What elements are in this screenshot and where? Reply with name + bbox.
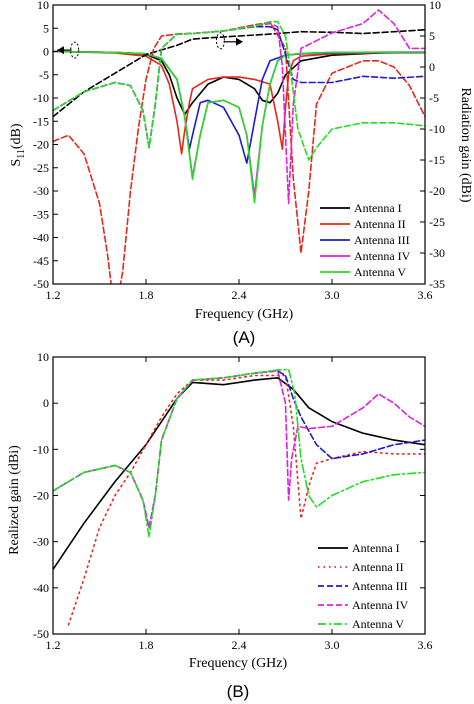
x-tick-label: 1.8 xyxy=(139,288,154,302)
annotation-arrowhead-right xyxy=(236,37,243,46)
panel-a-xlabel: Frequency (GHz) xyxy=(195,307,294,322)
annotation-ellipse-left xyxy=(70,41,80,59)
y-tick-label: -10 xyxy=(33,442,49,456)
series-line-5 xyxy=(53,50,425,204)
panel-b-chart: Realized gain (dBi) Frequency (GHz) (B) … xyxy=(7,350,433,701)
y-tick-label: -30 xyxy=(33,535,49,549)
y2-tick-label: -15 xyxy=(429,153,445,167)
legend-label: Antenna IV xyxy=(354,249,411,263)
y2-tick-label: -25 xyxy=(429,215,445,229)
y2-tick-label: -5 xyxy=(429,91,439,105)
y-tick-label: -25 xyxy=(33,161,49,175)
y-tick-label: -20 xyxy=(33,489,49,503)
y-tick-label: 5 xyxy=(43,21,49,35)
series-line-2 xyxy=(53,50,425,155)
series-group xyxy=(53,368,425,626)
x-tick-label: 1.2 xyxy=(46,638,61,652)
x-tick-label: 1.2 xyxy=(46,288,61,302)
series-line-4 xyxy=(53,50,425,197)
y-tick-label: -20 xyxy=(33,138,49,152)
series-line-4 xyxy=(53,370,425,529)
panel-a-ylabel-tail: (dB) xyxy=(9,123,24,149)
x-tick-label: 2.4 xyxy=(232,638,247,652)
y-tick-label: 0 xyxy=(43,396,49,410)
x-tick-label: 3.6 xyxy=(418,288,433,302)
legend-label: Antenna I xyxy=(354,201,402,215)
x-tick-label: 1.8 xyxy=(139,638,154,652)
panel-a-label: (A) xyxy=(233,328,256,347)
y-tick-label: -50 xyxy=(33,277,49,291)
y-tick-label: -15 xyxy=(33,114,49,128)
x-tick-label: 3.0 xyxy=(325,638,340,652)
y-tick-label: -30 xyxy=(33,184,49,198)
y2-tick-label: -20 xyxy=(429,184,445,198)
legend-label: Antenna V xyxy=(354,265,406,279)
y2-tick-label: -10 xyxy=(429,122,445,136)
y2-tick-label: 5 xyxy=(429,29,435,43)
series-line-8 xyxy=(53,25,425,149)
panel-a-ylabel-sub: 11 xyxy=(16,149,27,159)
series-group xyxy=(53,9,425,284)
series-line-10 xyxy=(53,20,425,161)
panel-b-label: (B) xyxy=(227,682,250,701)
x-tick-label: 3.0 xyxy=(325,288,340,302)
y-tick-label: 10 xyxy=(37,350,49,364)
series-line-2 xyxy=(67,374,425,626)
legend-label: Antenna II xyxy=(354,217,406,231)
x-tick-label: 3.6 xyxy=(418,638,433,652)
legend-label: Antenna III xyxy=(354,233,410,247)
y2-tick-label: 10 xyxy=(429,0,441,12)
legend-label: Antenna V xyxy=(352,617,404,631)
y-tick-label: -45 xyxy=(33,254,49,268)
panel-b-ylabel: Realized gain (dBi) xyxy=(7,445,22,555)
series-line-1 xyxy=(53,50,425,116)
y-tick-label: -40 xyxy=(33,581,49,595)
panel-a-y2label: Radiation gain (dBi) xyxy=(458,87,473,202)
panel-a-chart: S11(dB) Radiation gain (dBi) Frequency (… xyxy=(9,0,473,347)
y2-tick-label: -30 xyxy=(429,246,445,260)
x-tick-label: 2.4 xyxy=(232,288,247,302)
y-tick-label: -50 xyxy=(33,627,49,641)
legend-label: Antenna I xyxy=(352,541,400,555)
y-tick-label: 10 xyxy=(37,0,49,12)
legend-label: Antenna III xyxy=(352,579,408,593)
panel-b-xlabel: Frequency (GHz) xyxy=(189,656,288,671)
annotation-arrowhead-left xyxy=(57,46,64,55)
y2-tick-label: 0 xyxy=(429,60,435,74)
panel-a-ylabel: S11(dB) xyxy=(9,123,27,166)
series-line-5 xyxy=(53,368,425,538)
y-tick-label: -10 xyxy=(33,91,49,105)
y2-tick-label: -35 xyxy=(429,277,445,291)
annotation-ellipse-right xyxy=(215,32,225,50)
legend-label: Antenna IV xyxy=(352,598,409,612)
legend-label: Antenna II xyxy=(352,560,404,574)
series-line-3 xyxy=(53,370,425,529)
series-line-1 xyxy=(53,377,425,571)
y-tick-label: -5 xyxy=(39,68,49,82)
series-line-6 xyxy=(53,29,425,118)
y-tick-label: -35 xyxy=(33,207,49,221)
panel-a-ylabel-base: S xyxy=(9,159,24,167)
y-tick-label: 0 xyxy=(43,45,49,59)
y-tick-label: -40 xyxy=(33,231,49,245)
